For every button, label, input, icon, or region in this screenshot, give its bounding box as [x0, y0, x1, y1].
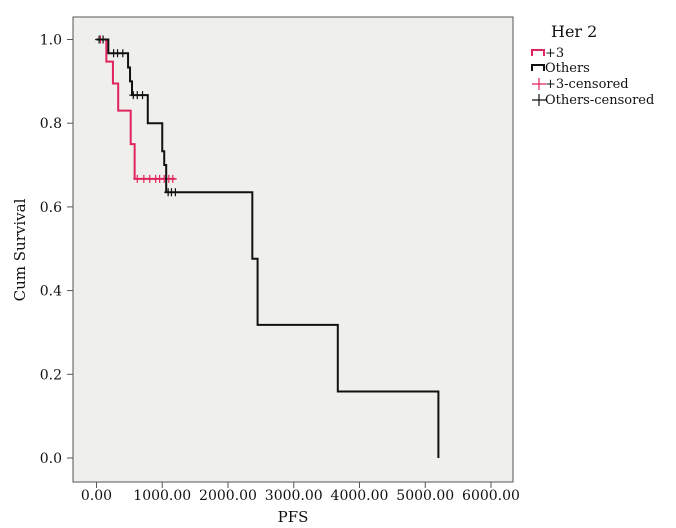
- y-tick-label: 0.8: [40, 116, 62, 132]
- legend-label: Others: [545, 61, 590, 76]
- legend-label: +3-censored: [545, 77, 629, 92]
- x-tick-label: 1000.00: [133, 488, 191, 504]
- censor-mark-others: [118, 49, 127, 58]
- legend-censor-swatch: [532, 78, 546, 90]
- legend-title: Her 2: [551, 22, 597, 41]
- legend-line-swatch: [531, 64, 545, 71]
- legend-censor-swatch: [532, 94, 546, 106]
- x-tick-label: 4000.00: [331, 488, 389, 504]
- plot-background: [72, 16, 514, 483]
- censor-mark-others: [171, 188, 180, 197]
- survival-line-plus3: [96, 38, 176, 180]
- x-tick-label: 6000.00: [462, 488, 520, 504]
- y-axis: 0.0 0.2 0.4 0.6 0.8 1.0: [40, 17, 74, 482]
- x-tick-label: 5000.00: [396, 488, 454, 504]
- y-tick-label: 0.6: [40, 200, 62, 216]
- x-axis: 0.00 1000.00 2000.00 3000.00 4000.00 5000.00 6…: [73, 481, 520, 504]
- x-tick-label: 3000.00: [265, 488, 323, 504]
- censor-mark-others: [99, 35, 108, 44]
- y-tick-label: 0.4: [40, 284, 62, 300]
- survival-curves: [95, 35, 440, 458]
- censor-mark-others: [138, 91, 147, 100]
- y-tick-label: 0.0: [40, 451, 62, 467]
- x-tick-label: 0.00: [81, 488, 112, 504]
- legend-line-swatch: [531, 49, 545, 56]
- legend-label: +3: [545, 46, 564, 61]
- x-tick-label: 2000.00: [199, 488, 257, 504]
- x-axis-label: PFS: [278, 508, 309, 526]
- censor-mark-plus3: [168, 174, 177, 183]
- legend-label: Others-censored: [545, 93, 654, 108]
- y-tick-label: 1.0: [40, 33, 62, 49]
- y-axis-label: Cum Survival: [11, 198, 29, 301]
- y-tick-label: 0.2: [40, 367, 62, 383]
- survival-line-others: [96, 38, 440, 458]
